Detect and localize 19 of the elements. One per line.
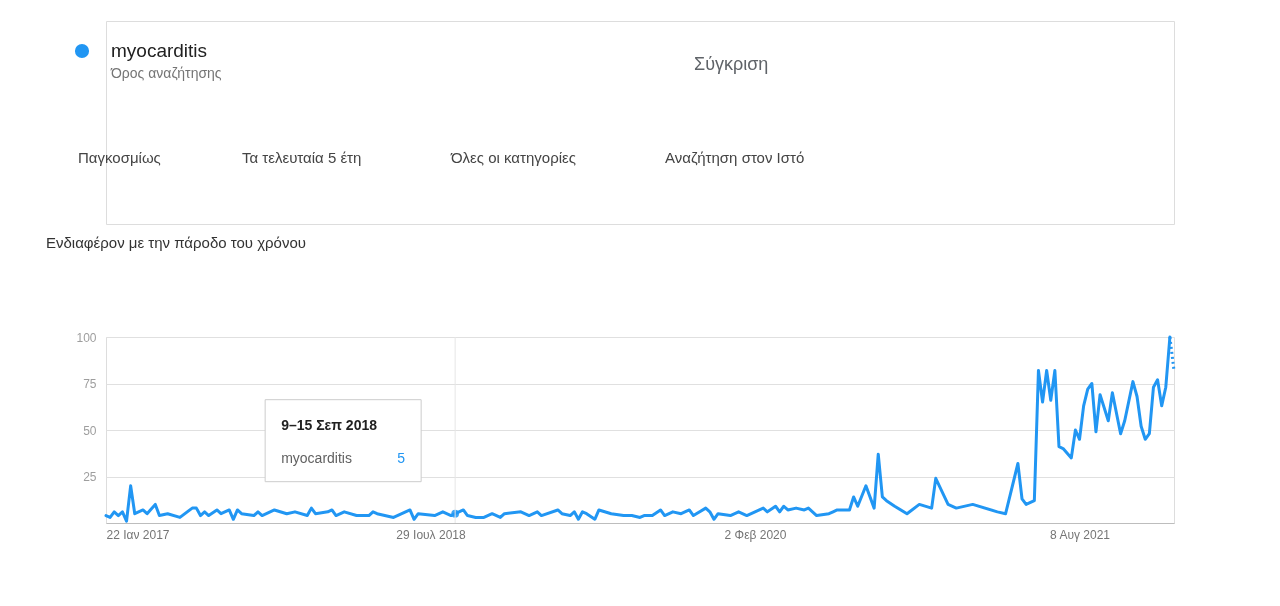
- y-tick-label: 75: [83, 377, 97, 391]
- text: Τα τελευταία 5 έτη: [242, 149, 362, 166]
- text: Αναζήτηση στον Ιστό: [665, 149, 805, 166]
- x-tick-label: 22 Ιαν 2017: [106, 527, 170, 542]
- text: Όρος αναζήτησης: [110, 65, 222, 81]
- text: Σύγκριση: [694, 54, 769, 74]
- legend-label: myocarditis: [111, 40, 208, 61]
- x-tick-label: 8 Αυγ 2021: [1050, 527, 1111, 542]
- chart-title: Ενδιαφέρον με την πάροδο του χρόνου: [45, 234, 306, 251]
- annotation: 9–15 Σεπ 2018: [281, 416, 378, 433]
- text: Παγκοσμίως: [78, 149, 161, 166]
- x-tick-label: 29 Ιουλ 2018: [396, 527, 466, 542]
- x-tick-label: 2 Φεβ 2020: [724, 527, 787, 542]
- text: Όλες οι κατηγορίες: [450, 149, 576, 166]
- annotation: myocarditis: [281, 449, 352, 466]
- y-tick-label: 25: [83, 470, 97, 484]
- y-tick-label: 100: [76, 330, 97, 345]
- y-tick-label: 50: [83, 423, 97, 438]
- annotation: 5: [397, 449, 406, 466]
